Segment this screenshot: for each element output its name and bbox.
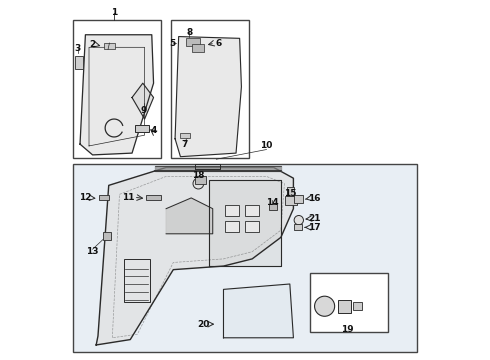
Bar: [294, 195, 303, 203]
Text: 9: 9: [141, 106, 147, 115]
Text: 1: 1: [111, 8, 117, 17]
Bar: [135, 125, 149, 132]
Bar: [73, 164, 417, 352]
Text: 17: 17: [308, 223, 320, 232]
Text: 3: 3: [74, 44, 81, 53]
Bar: [245, 205, 259, 216]
Circle shape: [193, 178, 204, 189]
Bar: [124, 259, 149, 302]
Bar: [225, 221, 239, 232]
Polygon shape: [96, 167, 294, 345]
Bar: [310, 273, 389, 332]
Polygon shape: [166, 198, 213, 234]
Bar: [192, 44, 204, 51]
Bar: [172, 21, 248, 158]
Bar: [225, 205, 239, 216]
Text: 18: 18: [192, 171, 205, 180]
Bar: [287, 187, 294, 196]
Text: 11: 11: [122, 193, 135, 202]
Bar: [103, 232, 111, 240]
Text: 12: 12: [79, 193, 92, 202]
Text: 16: 16: [308, 194, 320, 203]
Bar: [245, 221, 259, 232]
Text: 2: 2: [90, 40, 96, 49]
Bar: [98, 195, 109, 201]
Polygon shape: [155, 166, 281, 171]
Bar: [147, 195, 161, 200]
Bar: [104, 43, 115, 49]
Polygon shape: [175, 37, 242, 157]
Circle shape: [294, 216, 303, 225]
Polygon shape: [223, 284, 294, 338]
Bar: [180, 133, 191, 138]
Bar: [270, 204, 277, 211]
Text: 7: 7: [182, 140, 188, 149]
Text: 10: 10: [260, 141, 273, 150]
Text: 6: 6: [216, 39, 222, 48]
Bar: [195, 176, 205, 184]
Text: 13: 13: [86, 247, 99, 256]
Text: 14: 14: [266, 198, 278, 207]
Bar: [186, 39, 200, 45]
Text: 21: 21: [309, 214, 321, 223]
Text: 4: 4: [150, 126, 157, 135]
Polygon shape: [132, 83, 153, 119]
Bar: [285, 196, 296, 205]
Bar: [74, 56, 82, 69]
Text: 8: 8: [186, 28, 193, 37]
Polygon shape: [209, 180, 281, 266]
Bar: [338, 300, 351, 314]
Text: 5: 5: [170, 39, 176, 48]
Polygon shape: [80, 35, 153, 155]
Circle shape: [315, 296, 335, 316]
Bar: [73, 21, 161, 158]
Bar: [353, 302, 362, 310]
Text: 20: 20: [197, 320, 210, 329]
Text: 15: 15: [284, 189, 297, 198]
Bar: [294, 225, 302, 230]
Text: 19: 19: [341, 325, 353, 334]
